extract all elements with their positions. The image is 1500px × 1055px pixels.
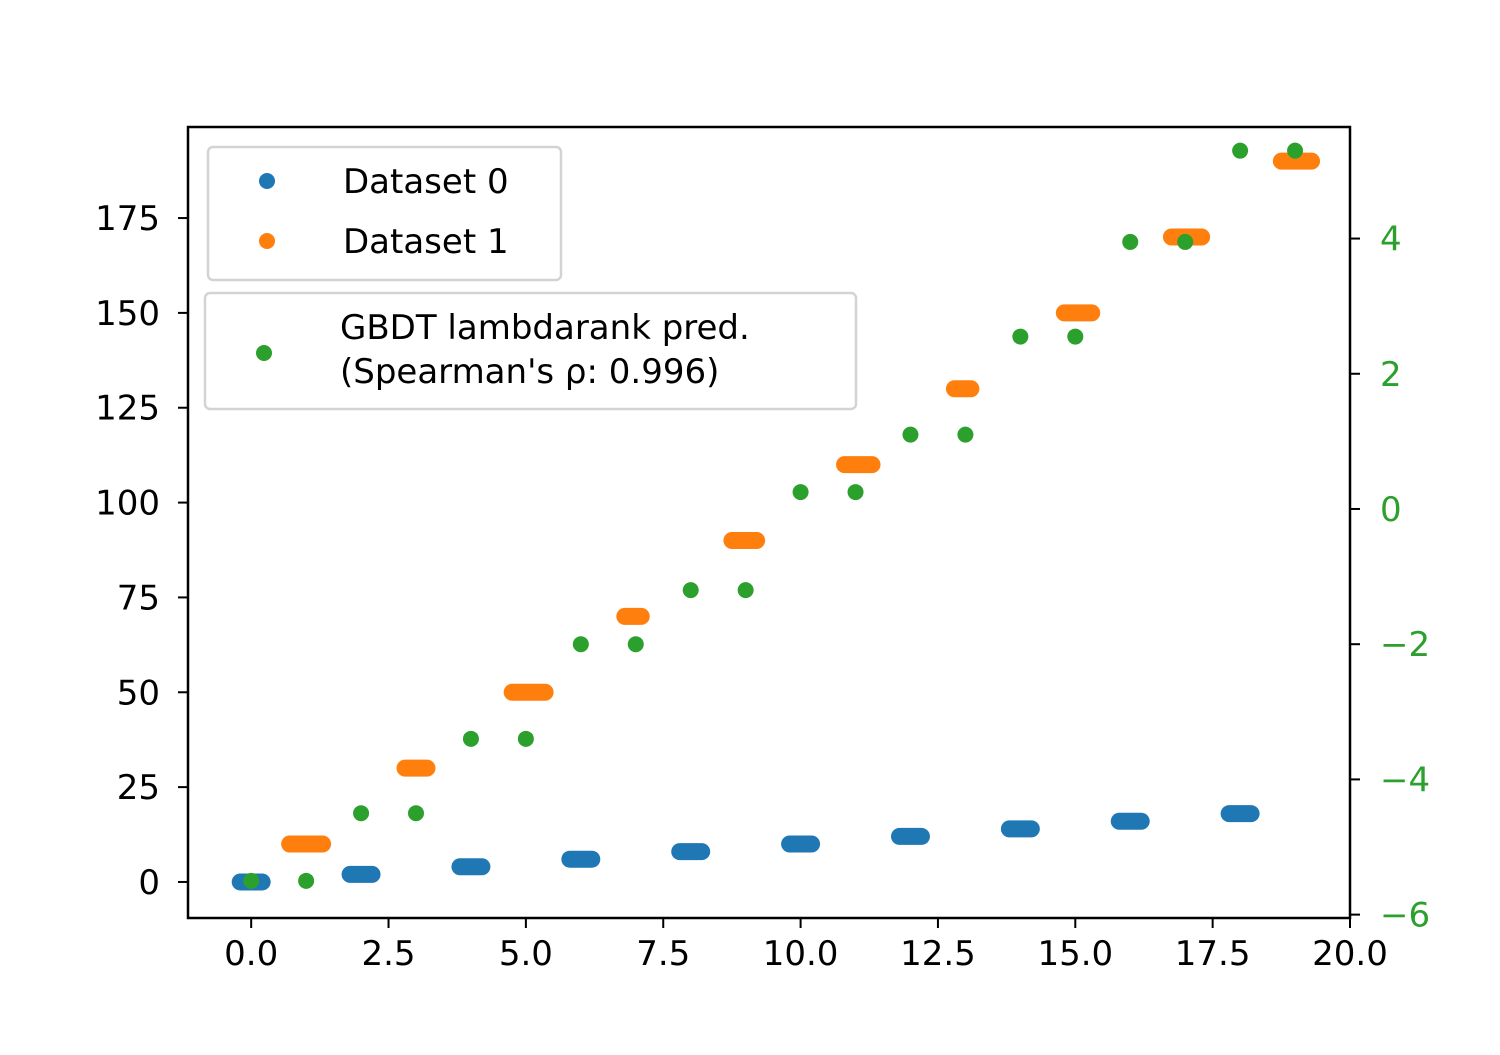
x-tick-label: 10.0 [763, 934, 839, 974]
series-2-point [1177, 233, 1194, 250]
legend-frame [206, 145, 563, 282]
series-2-point [737, 582, 754, 599]
series-2-point [353, 805, 370, 822]
series-2-point [1067, 328, 1084, 345]
y2-tick-label: −2 [1380, 625, 1430, 665]
y-tick-label: 25 [117, 768, 160, 808]
x-tick-label: 2.5 [361, 934, 415, 974]
series-2-point [1232, 142, 1249, 159]
x-tick-label: 15.0 [1037, 934, 1113, 974]
y2-tick-label: 0 [1380, 490, 1402, 530]
legend-marker [259, 173, 275, 189]
y2-tick-label: 2 [1380, 355, 1402, 395]
legend-label: Dataset 1 [343, 222, 509, 262]
legends: Dataset 0 Dataset 1 GBDT lambdarank pred.(… [203, 145, 858, 411]
series-2-point [517, 730, 534, 747]
y2-tick-label: −6 [1380, 896, 1430, 936]
y-tick-label: 125 [95, 389, 160, 429]
y2-tick-label: −4 [1380, 760, 1430, 800]
y-tick-label: 75 [117, 578, 160, 618]
x-tick-label: 0.0 [224, 934, 278, 974]
y-tick-label: 175 [95, 199, 160, 239]
series-2-point [682, 582, 699, 599]
series-2-point [957, 426, 974, 443]
series-2-point [243, 872, 260, 889]
y-tick-label: 0 [138, 863, 160, 903]
series-2-point [408, 805, 425, 822]
legend-0: Dataset 0 Dataset 1 [206, 145, 563, 282]
x-tick-label: 12.5 [900, 934, 976, 974]
series-2-point [462, 730, 479, 747]
x-tick-label: 7.5 [636, 934, 690, 974]
x-tick-label: 17.5 [1175, 934, 1251, 974]
y-tick-label: 100 [95, 484, 160, 524]
y2-tick-label: 4 [1380, 220, 1402, 260]
x-tick-label: 5.0 [499, 934, 553, 974]
series-2-point [902, 426, 919, 443]
series-2-point [1122, 233, 1139, 250]
legend-label: Dataset 0 [343, 162, 509, 202]
axes: 0.0 2.5 5.0 7.5 10.0 12.5 15.0 17.5 20.0 0 25 50 75 1… [95, 125, 1430, 974]
x-tick-label: 20.0 [1312, 934, 1388, 974]
series-2-point [298, 872, 315, 889]
series-2 [243, 142, 1304, 889]
series-2-point [792, 484, 809, 501]
series-0 [231, 805, 1260, 891]
legend-1: GBDT lambdarank pred. (Spearman's ρ: 0.99… [203, 291, 858, 411]
legend-marker [259, 233, 275, 249]
plot-frame [186, 125, 1352, 920]
data-marks [231, 142, 1321, 891]
y-tick-label: 150 [95, 294, 160, 334]
legend-label: GBDT lambdarank pred. (Spearman's ρ: 0.99… [340, 308, 750, 392]
y-tick-label: 50 [117, 673, 160, 713]
series-2-point [847, 484, 864, 501]
series-2-point [1287, 142, 1304, 159]
series-2-point [627, 636, 644, 653]
series-2-point [1012, 328, 1029, 345]
legend-frame [203, 291, 858, 411]
legend-marker [256, 345, 272, 361]
series-2-point [572, 636, 589, 653]
